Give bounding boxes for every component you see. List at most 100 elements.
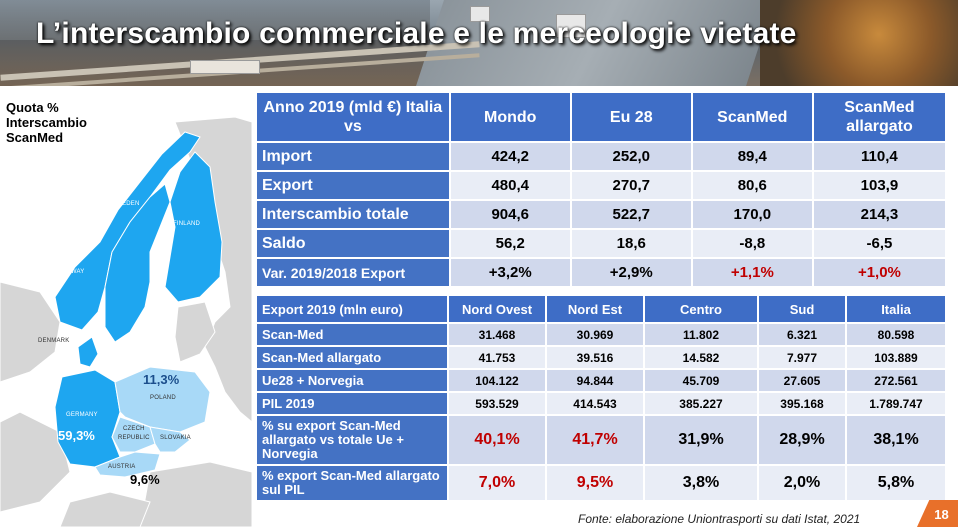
cell: 39.516: [547, 347, 643, 368]
cell: +2,9%: [571, 259, 691, 286]
label-denmark: DENMARK: [38, 338, 70, 344]
cell-highlight: 40,1%: [449, 416, 545, 464]
label-austria: AUSTRIA: [108, 464, 136, 470]
table-row: % su export Scan-Med allargato vs totale…: [257, 416, 945, 464]
label-sweden: SWEDEN: [112, 201, 140, 207]
cell: 14.582: [645, 347, 757, 368]
cell: 18,6: [571, 230, 691, 257]
cell: 1.789.747: [847, 393, 945, 414]
cell: 385.227: [645, 393, 757, 414]
header-banner: L’interscambio commerciale e le merceolo…: [0, 0, 958, 86]
row-label: Scan-Med allargato: [257, 347, 447, 368]
cell: 2,0%: [759, 466, 845, 500]
cell: 80.598: [847, 324, 945, 345]
cell: 89,4: [692, 143, 812, 170]
cell: 214,3: [813, 201, 945, 228]
header-scanmed: ScanMed: [692, 93, 812, 141]
header-export-2019: Export 2019 (mln euro): [257, 296, 447, 322]
cell: 11.802: [645, 324, 757, 345]
trade-summary-table: Anno 2019 (mld €) Italia vs Mondo Eu 28 …: [255, 91, 947, 288]
header-scanmed-allargato: ScanMed allargato: [813, 93, 945, 141]
cell-highlight: 7,0%: [449, 466, 545, 500]
banner-truck: [556, 14, 586, 38]
cell-highlight: +1,1%: [692, 259, 812, 286]
germany-share: 59,3%: [58, 428, 95, 443]
header-nord-ovest: Nord Ovest: [449, 296, 545, 322]
cell: 5,8%: [847, 466, 945, 500]
cell: 30.969: [547, 324, 643, 345]
cell: 94.844: [547, 370, 643, 391]
label-czech: CZECH: [123, 426, 145, 432]
cell-highlight: 41,7%: [547, 416, 643, 464]
row-label: Var. 2019/2018 Export: [257, 259, 449, 286]
cell: +3,2%: [450, 259, 570, 286]
cell: 593.529: [449, 393, 545, 414]
table-row: Scan-Med 31.468 30.969 11.802 6.321 80.5…: [257, 324, 945, 345]
cell: -8,8: [692, 230, 812, 257]
row-label: Export: [257, 172, 449, 199]
cell-highlight: 9,5%: [547, 466, 643, 500]
cell: 252,0: [571, 143, 691, 170]
label-republic: REPUBLIC: [118, 435, 150, 441]
table-header-row: Export 2019 (mln euro) Nord Ovest Nord E…: [257, 296, 945, 322]
cell: 31.468: [449, 324, 545, 345]
europe-map-svg: [0, 92, 252, 527]
header-year: Anno 2019 (mld €) Italia vs: [257, 93, 449, 141]
cell: 395.168: [759, 393, 845, 414]
scanmed-map: Quota % Interscambio ScanMed SWEDEN FINL…: [0, 92, 252, 527]
cell: 270,7: [571, 172, 691, 199]
header-sud: Sud: [759, 296, 845, 322]
cell: 424,2: [450, 143, 570, 170]
table-row: Saldo 56,2 18,6 -8,8 -6,5: [257, 230, 945, 257]
cell: 104.122: [449, 370, 545, 391]
label-norway: NORWAY: [57, 269, 85, 275]
row-label: % su export Scan-Med allargato vs totale…: [257, 416, 447, 464]
table-row: Ue28 + Norvegia 104.122 94.844 45.709 27…: [257, 370, 945, 391]
cell: 56,2: [450, 230, 570, 257]
banner-truck-2: [470, 6, 490, 22]
table-row: Interscambio totale 904,6 522,7 170,0 21…: [257, 201, 945, 228]
row-label: Import: [257, 143, 449, 170]
austria-share: 9,6%: [130, 472, 160, 487]
table-row: Scan-Med allargato 41.753 39.516 14.582 …: [257, 347, 945, 368]
cell: 6.321: [759, 324, 845, 345]
header-mondo: Mondo: [450, 93, 570, 141]
table-row: Export 480,4 270,7 80,6 103,9: [257, 172, 945, 199]
cell: 110,4: [813, 143, 945, 170]
cell: 45.709: [645, 370, 757, 391]
map-caption: Quota % Interscambio ScanMed: [6, 100, 87, 145]
page-title: L’interscambio commerciale e le merceolo…: [36, 17, 797, 50]
cell: 904,6: [450, 201, 570, 228]
cell: 7.977: [759, 347, 845, 368]
label-slovakia: SLOVAKIA: [160, 435, 191, 441]
cell: 3,8%: [645, 466, 757, 500]
table-row: PIL 2019 593.529 414.543 385.227 395.168…: [257, 393, 945, 414]
source-note: Fonte: elaborazione Uniontrasporti su da…: [578, 512, 861, 526]
poland-share: 11,3%: [143, 372, 180, 387]
cell: 170,0: [692, 201, 812, 228]
table-header-row: Anno 2019 (mld €) Italia vs Mondo Eu 28 …: [257, 93, 945, 141]
cell: 41.753: [449, 347, 545, 368]
cell: 38,1%: [847, 416, 945, 464]
cell: -6,5: [813, 230, 945, 257]
table-row: % export Scan-Med allargato sul PIL 7,0%…: [257, 466, 945, 500]
cell: 80,6: [692, 172, 812, 199]
row-label: Interscambio totale: [257, 201, 449, 228]
export-by-area-table: Export 2019 (mln euro) Nord Ovest Nord E…: [255, 294, 947, 502]
page-number: 18: [917, 500, 958, 527]
cell: 272.561: [847, 370, 945, 391]
header-centro: Centro: [645, 296, 757, 322]
cell: 522,7: [571, 201, 691, 228]
table-row: Var. 2019/2018 Export +3,2% +2,9% +1,1% …: [257, 259, 945, 286]
label-germany: GERMANY: [66, 412, 98, 418]
banner-train: [190, 60, 260, 74]
header-eu28: Eu 28: [571, 93, 691, 141]
cell: 480,4: [450, 172, 570, 199]
label-poland: POLAND: [150, 395, 176, 401]
cell: 103.889: [847, 347, 945, 368]
row-label: Ue28 + Norvegia: [257, 370, 447, 391]
banner-autumn-trees: [760, 0, 958, 86]
header-nord-est: Nord Est: [547, 296, 643, 322]
cell: 414.543: [547, 393, 643, 414]
cell-highlight: +1,0%: [813, 259, 945, 286]
